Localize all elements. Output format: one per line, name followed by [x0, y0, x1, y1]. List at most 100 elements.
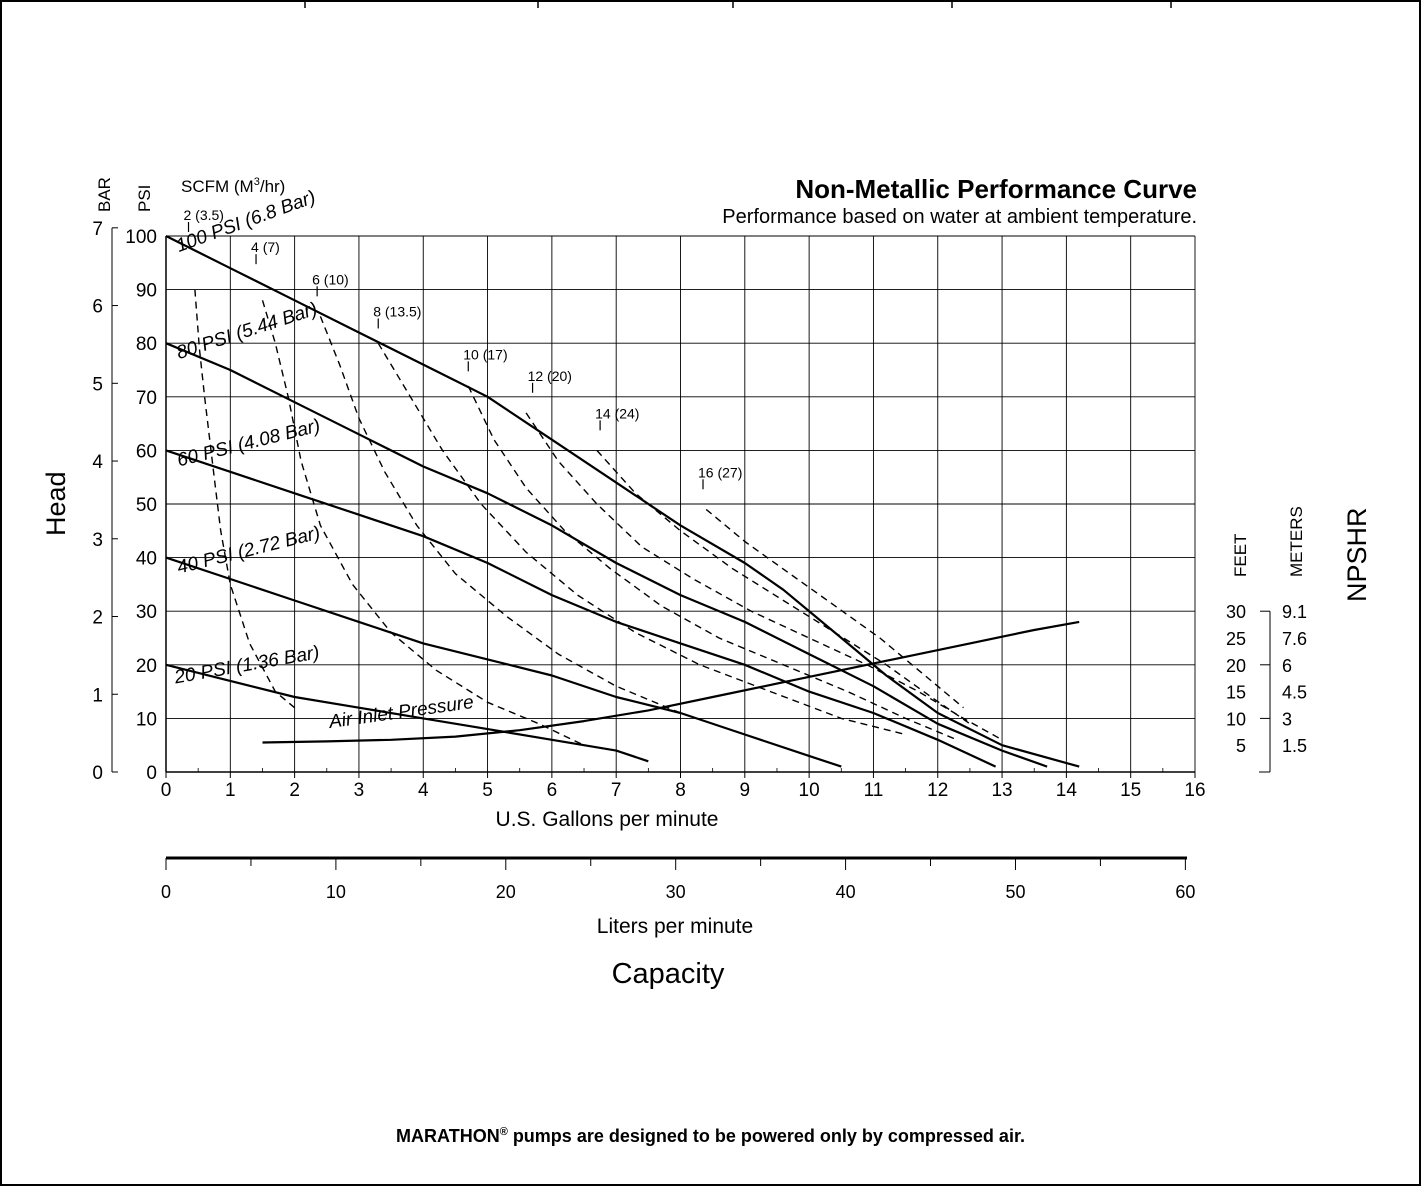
series-2-3-5 [194, 289, 296, 709]
bar-tick-label: 5 [92, 374, 103, 395]
psi-axis-unit: PSI [135, 185, 154, 212]
x-tick-label: 0 [161, 780, 172, 801]
scfm-label: 6 (10) [312, 271, 349, 287]
footer-text: pumps are designed to be powered only by… [507, 1126, 1025, 1146]
x-tick-label: 7 [611, 780, 622, 801]
x-tick-label: 8 [675, 780, 686, 801]
chart-subtitle: Performance based on water at ambient te… [722, 206, 1197, 228]
curve-label: 40 PSI (2.72 Bar) [175, 523, 323, 579]
psi-tick-label: 90 [136, 281, 157, 302]
scfm-label: 8 (13.5) [373, 303, 421, 319]
psi-tick-label: 20 [136, 656, 157, 677]
bar-axis-unit: BAR [95, 177, 114, 212]
x-tick-label: 10 [799, 780, 820, 801]
x-tick-label: 11 [864, 780, 884, 801]
npshr-feet-tick-label: 20 [1226, 656, 1246, 676]
npshr-meters-tick-label: 7.6 [1282, 629, 1307, 649]
npshr-meters-tick-label: 9.1 [1282, 602, 1307, 622]
footer-note: MARATHON® pumps are designed to be power… [0, 1126, 1421, 1147]
x-tick-label: 2 [289, 780, 300, 801]
psi-tick-label: 40 [136, 549, 157, 570]
series-layer [165, 235, 1080, 768]
series-air-inlet-pressure [262, 620, 1080, 744]
npshr-meters-tick-label: 6 [1282, 656, 1292, 676]
npshr-feet-tick-label: 25 [1226, 629, 1246, 649]
x-tick-label: 15 [1120, 780, 1141, 801]
x-tick-label: 14 [1056, 780, 1078, 801]
lpm-tick-label: 30 [666, 882, 686, 902]
chart-title: Non-Metallic Performance Curve [795, 174, 1197, 204]
head-axis-label: Head [41, 471, 71, 536]
x-tick-label: 4 [418, 780, 429, 801]
npshr-feet-tick-label: 30 [1226, 602, 1246, 622]
series-80-psi-5-44-bar [165, 342, 1048, 768]
capacity-label: Capacity [612, 958, 725, 990]
bar-tick-label: 3 [92, 530, 103, 551]
scfm-label: 2 (3.5) [184, 207, 224, 223]
series-8-13-5 [377, 342, 906, 736]
psi-tick-label: 70 [136, 388, 157, 409]
series-12-20 [525, 412, 1003, 741]
lpm-tick-label: 20 [496, 882, 516, 902]
bar-tick-label: 2 [92, 608, 103, 629]
scfm-label: 12 (20) [528, 368, 572, 384]
npshr-feet-label: FEET [1231, 534, 1250, 577]
npshr-meters-tick-label: 4.5 [1282, 683, 1307, 703]
x-tick-label: 13 [991, 780, 1012, 801]
psi-tick-label: 30 [136, 602, 157, 623]
psi-tick-label: 10 [136, 709, 157, 730]
x2-axis-label: Liters per minute [597, 915, 753, 938]
npshr-meters-tick-label: 3 [1282, 709, 1292, 729]
psi-tick-label: 0 [146, 763, 157, 784]
x-tick-label: 12 [927, 780, 948, 801]
series-16-27 [705, 508, 964, 709]
psi-tick-label: 80 [136, 334, 157, 355]
series-60-psi-4-08-bar [165, 449, 997, 768]
lpm-tick-label: 40 [836, 882, 856, 902]
npshr-label: NPSHR [1342, 507, 1372, 602]
npshr-meters-tick-label: 1.5 [1282, 736, 1307, 756]
x-tick-label: 3 [354, 780, 365, 801]
psi-tick-label: 100 [125, 227, 157, 248]
psi-tick-label: 60 [136, 441, 157, 462]
scfm-label: 4 (7) [251, 239, 280, 255]
registered-mark: ® [499, 1126, 508, 1138]
x-tick-label: 5 [482, 780, 493, 801]
lpm-tick-label: 10 [326, 882, 346, 902]
npshr-feet-tick-label: 10 [1226, 709, 1246, 729]
x-tick-label: 9 [740, 780, 751, 801]
scfm-label: 10 (17) [463, 346, 507, 362]
x-axis-label: U.S. Gallons per minute [496, 808, 719, 831]
bar-tick-label: 1 [92, 685, 103, 706]
curve-label: 60 PSI (4.08 Bar) [175, 415, 323, 471]
x-tick-label: 16 [1184, 780, 1205, 801]
label-layer: 0 1 2 3 4 5 6 7 8 9 10 11 12 13 14 15 160102030405060708… [92, 187, 1307, 902]
series-6-10 [319, 316, 746, 736]
x-tick-label: 1 [225, 780, 236, 801]
series-20-psi-1-36-bar [165, 663, 649, 763]
scfm-axis-label: SCFM (M3/hr) [181, 176, 285, 196]
scfm-label: 16 (27) [698, 464, 742, 480]
lpm-tick-label: 50 [1005, 882, 1025, 902]
series-40-psi-2-72-bar [165, 556, 842, 768]
bar-tick-label: 0 [92, 763, 103, 784]
bar-tick-label: 4 [92, 452, 103, 473]
npshr-feet-tick-label: 15 [1226, 683, 1246, 703]
brand-name: MARATHON [396, 1126, 500, 1146]
npshr-meters-label: METERS [1287, 506, 1306, 577]
curve-label: Air Inlet Pressure [327, 692, 475, 733]
grid [111, 227, 1271, 870]
npshr-feet-tick-label: 5 [1236, 736, 1246, 756]
series-14-24 [596, 449, 971, 725]
lpm-tick-label: 60 [1175, 882, 1195, 902]
scfm-label: 14 (24) [595, 405, 639, 421]
x-tick-label: 6 [547, 780, 558, 801]
psi-tick-label: 50 [136, 495, 157, 516]
bar-tick-label: 6 [92, 297, 103, 318]
bar-tick-label: 7 [92, 219, 103, 240]
lpm-tick-label: 0 [161, 882, 171, 902]
series-10-17 [467, 385, 958, 741]
curve-label: 20 PSI (1.36 Bar) [172, 642, 321, 688]
